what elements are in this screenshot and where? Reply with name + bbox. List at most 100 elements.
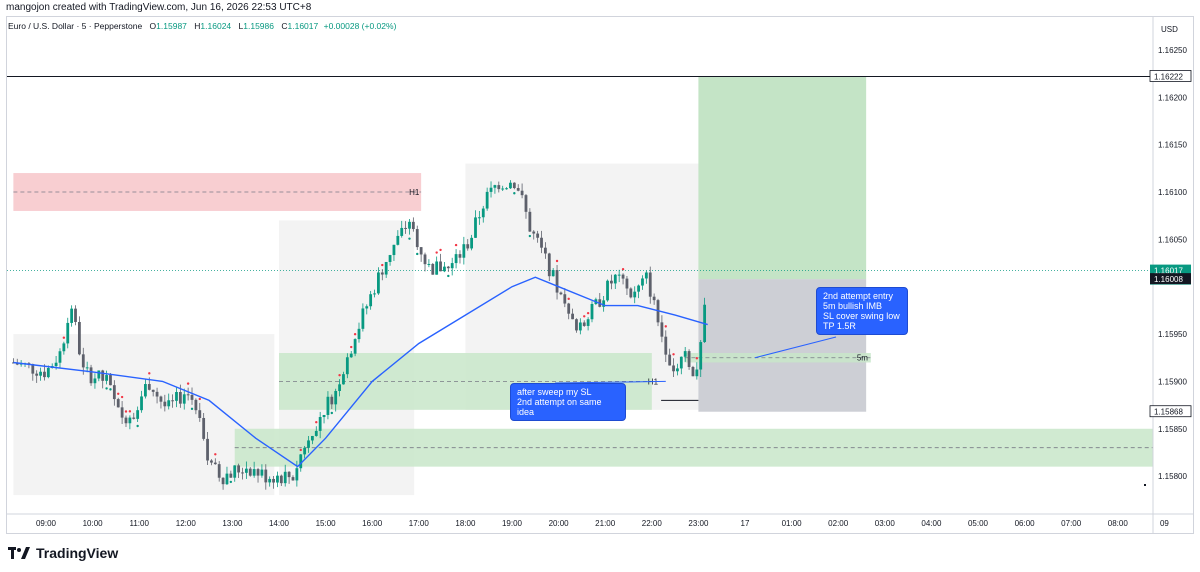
time-tick-21: 06:00 — [1015, 519, 1036, 528]
candle-body-163 — [644, 272, 648, 279]
callout-second-entry[interactable]: 2nd attempt entry 5m bullish IMB SL cove… — [816, 287, 908, 335]
candle-body-141 — [559, 292, 563, 295]
candle-body-170 — [672, 365, 675, 372]
candle-body-171 — [676, 368, 679, 372]
fractal-dot-147 — [583, 315, 586, 318]
candle-body-87 — [349, 353, 353, 358]
candle-body-54 — [221, 477, 225, 485]
candle-body-131 — [520, 190, 524, 196]
candle-body-12 — [58, 351, 62, 363]
candle-body-130 — [516, 188, 520, 191]
time-tick-11: 20:00 — [549, 519, 570, 528]
candle-body-139 — [551, 270, 555, 277]
candle-body-164 — [648, 272, 652, 297]
candle-body-99 — [396, 235, 400, 245]
candle-body-26 — [112, 385, 116, 400]
scale-dot — [1144, 484, 1146, 486]
candle-body-76 — [307, 440, 310, 448]
fractal-dot-109 — [435, 251, 438, 254]
candle-body-106 — [423, 254, 427, 265]
candle-body-165 — [652, 296, 656, 301]
candle-body-81 — [326, 396, 330, 415]
candle-body-58 — [237, 465, 241, 473]
candle-body-103 — [411, 221, 415, 230]
candle-body-132 — [524, 195, 528, 212]
price-tick-8: 1.15800 — [1158, 472, 1187, 481]
fractal-dot-95 — [381, 263, 384, 267]
price-chart[interactable]: H1H15mUSD1.162501.162001.161501.161001.1… — [0, 0, 1200, 540]
time-tick-3: 12:00 — [176, 519, 197, 528]
candle-body-93 — [373, 293, 376, 295]
candle-body-124 — [493, 185, 497, 188]
candle-body-74 — [299, 454, 303, 469]
candle-body-25 — [109, 375, 112, 386]
candle-body-66 — [268, 478, 272, 483]
candle-body-155 — [613, 274, 617, 284]
footer-brand: TradingView — [8, 543, 118, 563]
candle-body-105 — [419, 247, 423, 255]
candle-body-161 — [637, 285, 640, 292]
close-label: C — [281, 21, 288, 31]
candle-body-102 — [408, 221, 411, 229]
candle-body-95 — [380, 272, 384, 275]
candle-body-73 — [295, 468, 299, 481]
low-label: L — [238, 21, 244, 31]
candle-body-60 — [244, 468, 248, 473]
time-tick-6: 15:00 — [316, 519, 337, 528]
candle-body-136 — [540, 237, 543, 248]
price-tick-1: 1.16200 — [1158, 93, 1187, 102]
candle-body-149 — [590, 303, 594, 320]
fractal-dot-140 — [555, 259, 559, 263]
time-tick-18: 03:00 — [875, 519, 896, 528]
time-tick-19: 04:00 — [921, 519, 942, 528]
candle-body-22 — [97, 370, 101, 379]
candle-body-147 — [582, 322, 586, 326]
candle-body-85 — [342, 374, 345, 385]
callout-2-line-2: 5m bullish IMB — [823, 301, 883, 311]
time-tick-12: 21:00 — [595, 519, 616, 528]
candle-body-52 — [213, 462, 217, 465]
candle-body-90 — [361, 308, 365, 329]
candle-body-109 — [435, 261, 439, 275]
candle-body-36 — [151, 389, 155, 392]
candle-body-140 — [555, 270, 559, 293]
candle-body-18 — [81, 354, 85, 368]
fractal-dot-52 — [214, 453, 217, 456]
candle-body-23 — [101, 370, 105, 381]
fractal-dot-27 — [117, 392, 120, 396]
time-tick-0: 09:00 — [36, 519, 57, 528]
candle-body-35 — [147, 384, 151, 390]
price-label-bg-2 — [1150, 273, 1191, 285]
time-tick-24: 09 — [1160, 519, 1169, 528]
fractal-dot-148 — [586, 311, 590, 315]
candle-body-174 — [687, 351, 691, 367]
fractal-dot-88 — [353, 333, 357, 336]
candle-body-21 — [93, 378, 97, 384]
fractal-dot-35 — [148, 372, 151, 375]
time-tick-9: 18:00 — [455, 519, 476, 528]
price-tick-4: 1.16050 — [1158, 235, 1187, 244]
candle-body-61 — [248, 468, 252, 476]
candle-body-108 — [431, 263, 435, 275]
candle-body-77 — [310, 435, 314, 441]
candle-body-133 — [528, 211, 532, 232]
candle-body-88 — [353, 339, 357, 354]
symbol-legend: Euro / U.S. Dollar · 5 · Pepperstone O1.… — [8, 21, 396, 31]
candle-body-104 — [415, 229, 419, 248]
zone-label-h1-supply: H1 — [409, 188, 420, 197]
candle-body-14 — [66, 322, 70, 344]
fractal-dot-112 — [447, 274, 450, 278]
candle-body-119 — [474, 217, 477, 238]
time-tick-17: 02:00 — [828, 519, 849, 528]
candle-body-55 — [225, 473, 229, 485]
candle-body-107 — [427, 263, 431, 265]
candle-body-157 — [621, 274, 625, 279]
candle-body-79 — [318, 417, 322, 431]
candle-body-117 — [466, 244, 470, 249]
candle-body-50 — [206, 438, 209, 461]
candle-body-167 — [660, 322, 664, 337]
fractal-dot-56 — [229, 480, 233, 484]
callout-after-sweep[interactable]: after sweep my SL 2nd attempt on same id… — [510, 383, 626, 421]
callout-1-pointer — [554, 380, 666, 384]
fractal-dot-48 — [198, 397, 201, 401]
